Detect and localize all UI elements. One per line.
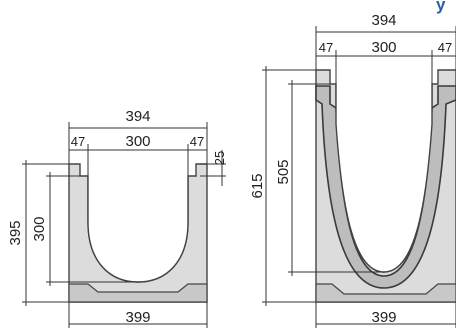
large-channel-base bbox=[315, 283, 456, 303]
small-base-width-label: 399 bbox=[125, 309, 150, 326]
large-channel-lining bbox=[315, 85, 456, 289]
large-top-width-label: 394 bbox=[371, 12, 396, 29]
small-top-width-label: 394 bbox=[125, 108, 150, 125]
large-channel-depth-label: 505 bbox=[275, 159, 292, 184]
small-lip-height-label: 25 bbox=[212, 151, 227, 165]
large-total-height-label: 615 bbox=[249, 173, 266, 198]
large-inner-width-label: 300 bbox=[371, 39, 396, 56]
small-inner-width-label: 300 bbox=[125, 133, 150, 150]
small-channel-base bbox=[68, 283, 208, 303]
large-channel-drawing: 394 47 300 47 615 505 399 bbox=[249, 12, 456, 328]
header-fragment-text: y bbox=[436, 0, 446, 14]
small-right-wall-label: 47 bbox=[190, 134, 204, 149]
large-left-wall-label: 47 bbox=[319, 40, 333, 55]
small-left-wall-label: 47 bbox=[71, 134, 85, 149]
large-base-width-label: 399 bbox=[371, 309, 396, 326]
small-channel-drawing: 394 47 300 47 25 395 300 399 bbox=[7, 108, 227, 328]
small-channel-depth-label: 300 bbox=[31, 216, 48, 241]
large-right-wall-label: 47 bbox=[438, 40, 452, 55]
small-total-height-label: 395 bbox=[7, 220, 24, 245]
small-channel-opening bbox=[87, 176, 189, 283]
